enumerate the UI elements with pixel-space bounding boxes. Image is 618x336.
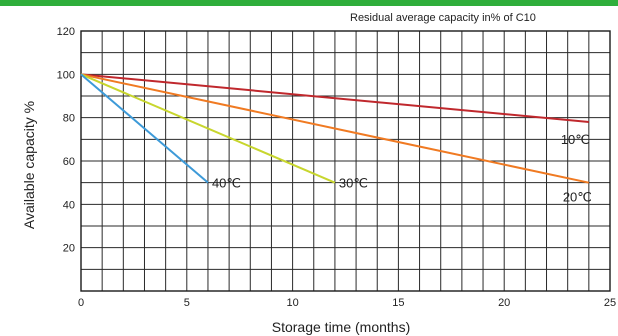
top-accent-bar [0, 0, 618, 6]
series-lines [80, 73, 590, 184]
x-tick-label: 10 [286, 297, 298, 309]
x-tick-label: 25 [604, 297, 616, 309]
y-tick-label: 40 [63, 199, 75, 211]
y-tick-label: 120 [57, 26, 75, 38]
x-tick-label: 20 [498, 297, 510, 309]
x-tick-label: 15 [392, 297, 404, 309]
grid [81, 31, 610, 291]
plot-frame [80, 30, 611, 292]
axes: 0 5 10 15 20 25 20 40 60 80 100 120 [57, 26, 616, 309]
y-tick-label: 80 [63, 113, 75, 125]
x-tick-label: 5 [184, 297, 190, 309]
series-line [80, 73, 590, 184]
y-tick-label: 20 [63, 243, 75, 255]
series-label: 30℃ [339, 176, 368, 191]
series-line [80, 73, 589, 123]
series-line [80, 73, 336, 184]
y-axis-title: Available capacity % [21, 101, 37, 229]
y-tick-label: 60 [63, 156, 75, 168]
series-label: 40℃ [212, 176, 241, 191]
chart-annotation: Residual average capacity in% of C10 [350, 12, 536, 24]
series-line [80, 73, 209, 184]
series-label: 10℃ [561, 132, 590, 147]
y-tick-label: 100 [57, 69, 75, 81]
x-axis-title: Storage time (months) [272, 319, 411, 335]
labels: 10℃ 20℃ 30℃ 40℃ [212, 132, 592, 205]
series-label: 20℃ [563, 190, 592, 205]
x-tick-label: 0 [78, 297, 84, 309]
